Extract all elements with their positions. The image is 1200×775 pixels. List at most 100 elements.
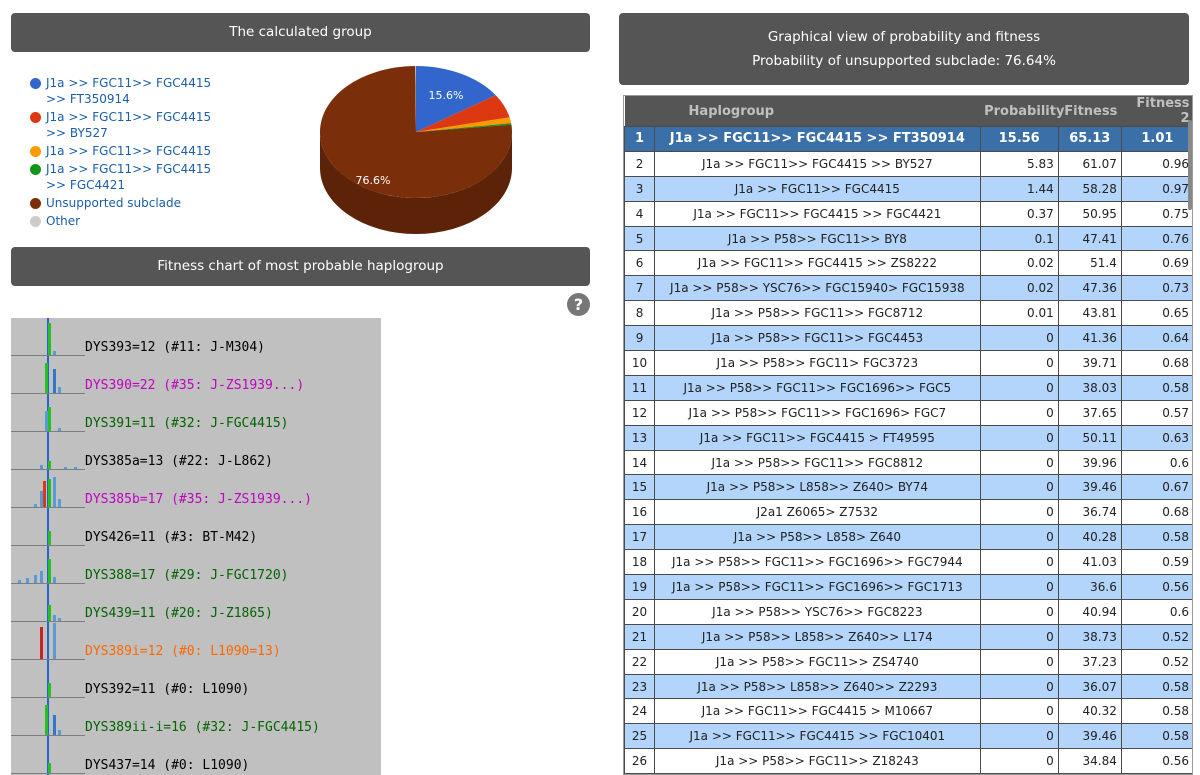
fitness2-cell: 0.97 xyxy=(1120,175,1192,202)
table-row[interactable]: 6 J1a >> FGC11>> FGC4415 >> ZS8222 0.02 51.… xyxy=(624,250,1192,277)
fitness-marker-label: DYS391=11 (#32: J-FGC4415) xyxy=(85,416,289,431)
legend-item[interactable]: Other xyxy=(30,213,230,229)
table-row[interactable]: 5 J1a >> P58>> FGC11>> BY8 0.1 47.41 0.76 xyxy=(624,225,1192,252)
table-row[interactable]: 21 J1a >> P58>> L858>> Z640>> L174 0 38.73 0… xyxy=(624,623,1192,650)
probability-cell: 5.83 xyxy=(979,150,1059,177)
fitness2-cell: 0.69 xyxy=(1120,250,1192,277)
table-row[interactable]: 26 J1a >> P58>> FGC11>> Z18243 0 34.84 0.56 xyxy=(624,748,1192,774)
table-row[interactable]: 13 J1a >> FGC11>> FGC4415 > FT49595 0 50.11… xyxy=(624,424,1192,451)
table-row[interactable]: 17 J1a >> P58>> L858> Z640 0 40.28 0.58 xyxy=(624,524,1192,551)
fitness-bar xyxy=(48,323,51,355)
table-row[interactable]: 24 J1a >> FGC11>> FGC4415 > M10667 0 40.32 0… xyxy=(624,698,1192,725)
fitness-marker-row: DYS392=11 (#0: L1090) xyxy=(11,660,381,698)
col-fitness-header[interactable]: Fitness xyxy=(1058,96,1122,127)
pie-slice-side xyxy=(320,132,512,234)
haplogroup-cell: J1a >> FGC11>> FGC4415 >> ZS8222 xyxy=(654,250,981,277)
table-row[interactable]: 3 J1a >> FGC11>> FGC4415 1.44 58.28 0.97 xyxy=(624,175,1192,202)
haplogroup-cell: J1a >> P58>> FGC11>> FGC1696>> FGC5 xyxy=(654,374,981,401)
fitness-bar xyxy=(53,715,56,735)
haplogroup-cell: J1a >> P58>> FGC11>> FGC8812 xyxy=(654,449,981,476)
table-row[interactable]: 22 J1a >> P58>> FGC11>> ZS4740 0 37.23 0.52 xyxy=(624,648,1192,675)
table-row[interactable]: 23 J1a >> P58>> L858>> Z640>> Z2293 0 36.07… xyxy=(624,673,1192,700)
fitness-bar xyxy=(48,461,51,469)
table-row[interactable]: 8 J1a >> P58>> FGC11>> FGC8712 0.01 43.81 0.… xyxy=(624,300,1192,327)
legend-item[interactable]: Unsupported subclade xyxy=(30,195,230,211)
pie-slice-label: 76.6% xyxy=(356,174,391,187)
row-index-cell: 2 xyxy=(624,150,656,177)
legend-dot-icon xyxy=(30,216,41,227)
probability-cell: 0 xyxy=(979,374,1059,401)
fitness-bar xyxy=(53,577,56,583)
fitness-bar xyxy=(58,387,61,393)
fitness-bar xyxy=(40,491,43,507)
fitness-marker-row: DYS426=11 (#3: BT-M42) xyxy=(11,508,381,546)
fitness-bar xyxy=(53,615,56,621)
row-index-cell: 9 xyxy=(624,325,656,352)
legend-label: J1a >> FGC11>> FGC4415 xyxy=(46,144,212,158)
pie-slice[interactable] xyxy=(416,66,496,132)
row-index-cell: 22 xyxy=(624,648,656,675)
fitness2-cell: 0.76 xyxy=(1120,225,1192,252)
table-row[interactable]: 10 J1a >> P58>> FGC11> FGC3723 0 39.71 0.68 xyxy=(624,350,1192,376)
table-row[interactable]: 19 J1a >> P58>> FGC11>> FGC1696>> FGC1713… xyxy=(624,574,1192,600)
table-row[interactable] xyxy=(624,773,1192,774)
fitness2-cell: 0.68 xyxy=(1120,350,1192,376)
col-index-header xyxy=(624,96,655,127)
legend-item[interactable]: J1a >> FGC11>> FGC4415 >> BY527 xyxy=(30,109,230,141)
fitness-marker-row: DYS439=11 (#20: J-Z1865) xyxy=(11,584,381,622)
col-haplogroup-header[interactable]: Haplogroup xyxy=(654,96,981,127)
fitness-baseline xyxy=(11,545,85,546)
table-row[interactable]: 16 J2a1 Z6065> Z7532 0 36.74 0.68 xyxy=(624,499,1192,526)
fitness-marker-row: DYS437=14 (#0: L1090) xyxy=(11,736,381,774)
table-row[interactable]: 2 J1a >> FGC11>> FGC4415 >> BY527 5.83 61.0… xyxy=(624,150,1192,177)
graphical-view-title: Graphical view of probability and fitnes… xyxy=(767,29,1041,45)
legend-dot-icon xyxy=(30,146,41,157)
fitness-bar xyxy=(48,479,51,507)
fitness-chart: DYS393=12 (#11: J-M304) DYS390=22 (#35: J… xyxy=(11,318,381,775)
help-icon[interactable]: ? xyxy=(567,293,590,316)
table-row[interactable]: 12 J1a >> P58>> FGC11>> FGC1696> FGC7 0 37.… xyxy=(624,399,1192,426)
legend-item[interactable]: J1a >> FGC11>> FGC4415 xyxy=(30,143,230,159)
table-row[interactable]: 25 J1a >> FGC11>> FGC4415 >> FGC10401 0 39.… xyxy=(624,723,1192,750)
fitness-baseline xyxy=(11,697,85,698)
legend-label: Unsupported subclade xyxy=(46,196,182,210)
table-scrollbar[interactable] xyxy=(1188,120,1192,210)
pie-slice[interactable] xyxy=(416,123,512,132)
pie-slice[interactable] xyxy=(416,95,510,132)
pie-slice[interactable] xyxy=(416,117,512,132)
table-row[interactable]: 15 J1a >> P58>> L858>> Z640> BY74 0 39.46 0.… xyxy=(624,474,1192,501)
table-row[interactable]: 14 J1a >> P58>> FGC11>> FGC8812 0 39.96 0.6 xyxy=(624,449,1192,476)
fitness-marker-label: DYS385b=17 (#35: J-ZS1939...) xyxy=(85,492,312,507)
fitness-bar xyxy=(48,407,51,431)
fitness-cell: 50.95 xyxy=(1057,200,1122,227)
table-row[interactable]: 18 J1a >> P58>> FGC11>> FGC1696>> FGC7944… xyxy=(624,549,1192,576)
fitness2-cell: 0.96 xyxy=(1120,150,1192,177)
fitness-bar xyxy=(58,730,61,735)
fitness-bar xyxy=(48,559,51,583)
fitness2-cell: 0.57 xyxy=(1120,399,1192,426)
probability-pie-chart: 15.6% 76.6% xyxy=(320,66,512,234)
probability-cell: 0 xyxy=(979,474,1059,501)
pie-slice[interactable] xyxy=(320,66,512,199)
fitness-bar xyxy=(45,363,48,393)
fitness-bar xyxy=(48,683,51,697)
legend-item[interactable]: J1a >> FGC11>> FGC4415 >> FGC4421 xyxy=(30,161,230,193)
legend-dot-icon xyxy=(30,78,41,89)
col-probability-header[interactable]: Probability xyxy=(980,96,1064,127)
fitness-bar xyxy=(58,499,61,507)
legend-dot-icon xyxy=(30,112,41,123)
fitness-cell: 43.81 xyxy=(1057,300,1122,327)
fitness-cell: 41.36 xyxy=(1057,325,1122,352)
table-row[interactable]: 7 J1a >> P58>> YSC76>> FGC15940> FGC15938… xyxy=(624,275,1192,302)
table-row[interactable]: 1 J1a >> FGC11>> FGC4415 >> FT350914 15.56… xyxy=(624,126,1192,152)
table-row[interactable]: 11 J1a >> P58>> FGC11>> FGC1696>> FGC5 0 38… xyxy=(624,374,1192,401)
haplogroup-table-container[interactable]: Haplogroup Probability Fitness Fitness 2… xyxy=(623,95,1193,775)
haplogroup-cell: J1a >> P58>> FGC11>> FGC4453 xyxy=(654,325,981,352)
fitness-bar xyxy=(53,369,56,393)
legend-item[interactable]: J1a >> FGC11>> FGC4415 >> FT350914 xyxy=(30,75,230,107)
table-row[interactable]: 4 J1a >> FGC11>> FGC4415 >> FGC4421 0.37 50… xyxy=(624,200,1192,227)
table-row[interactable]: 20 J1a >> P58>> YSC76>> FGC8223 0 40.94 0.6 xyxy=(624,598,1192,625)
table-row[interactable]: 9 J1a >> P58>> FGC11>> FGC4453 0 41.36 0.64 xyxy=(624,325,1192,352)
col-fitness2-header[interactable]: Fitness 2 xyxy=(1121,96,1192,127)
probability-cell: 0 xyxy=(979,648,1059,675)
